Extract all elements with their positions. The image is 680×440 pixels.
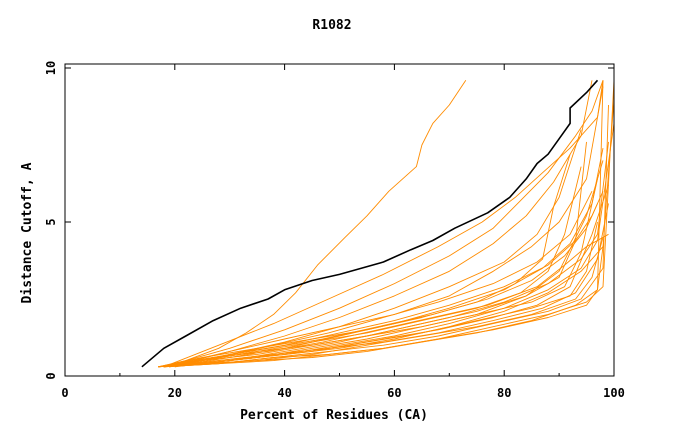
y-tick-label: 5 (44, 218, 58, 225)
x-tick-label: 80 (497, 386, 511, 400)
x-tick-label: 60 (387, 386, 401, 400)
series-line (158, 203, 598, 368)
series-line (158, 80, 467, 368)
series-layer (141, 79, 615, 368)
y-axis-label: Distance Cutoff, A (20, 162, 35, 303)
series-line-highlight (141, 79, 599, 368)
series-line (169, 141, 609, 368)
series-line (163, 80, 604, 368)
y-tick-label: 10 (44, 61, 58, 75)
series-line (158, 237, 604, 368)
y-tick-label: 0 (44, 372, 58, 379)
x-axis-label: Percent of Residues (CA) (240, 408, 428, 423)
series-line (158, 154, 571, 368)
series-line (174, 98, 615, 368)
series-line (163, 129, 582, 368)
chart-title: R1082 (312, 18, 351, 33)
x-tick-label: 0 (61, 386, 68, 400)
x-tick-label: 40 (277, 386, 291, 400)
series-line (158, 141, 587, 368)
series-line (158, 233, 609, 368)
series-line (169, 148, 604, 368)
series-line (163, 80, 604, 368)
series-line (163, 80, 593, 368)
series-line (163, 80, 604, 368)
plot-frame (64, 63, 615, 377)
series-line (163, 123, 615, 368)
series-line (169, 86, 604, 368)
x-tick-label: 20 (168, 386, 182, 400)
x-tick-label: 100 (603, 386, 625, 400)
axis-layer: 0 20 40 60 80 100 0 5 10 (44, 61, 625, 400)
